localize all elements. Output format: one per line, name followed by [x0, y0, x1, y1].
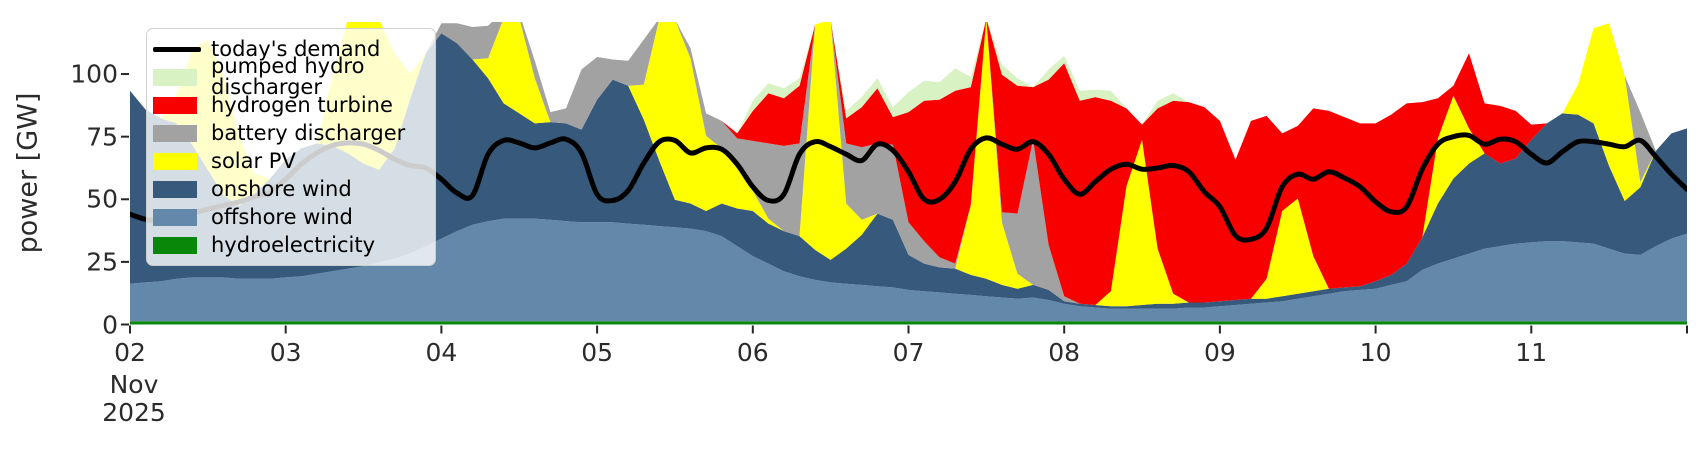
x-tick-label-06: 06 — [736, 338, 769, 367]
legend-swatch — [153, 68, 197, 86]
legend-item-today-s-demand: today's demand — [153, 35, 435, 63]
x-tick-label-05: 05 — [581, 338, 613, 367]
area-onshore-wind — [130, 33, 1687, 309]
x-tick-label-08: 08 — [1048, 338, 1081, 367]
x-tick-label-04: 04 — [425, 338, 458, 367]
legend-label: solar PV — [211, 148, 296, 173]
x-tick-label-09: 09 — [1203, 338, 1236, 367]
legend-label: offshore wind — [211, 204, 353, 229]
area-offshore-wind — [130, 218, 1687, 322]
legend: today's demand pumped hydro discharger hyd… — [146, 28, 436, 266]
area-pumped-hydro-discharger — [130, 22, 1687, 179]
legend-item-battery-discharger: battery discharger — [153, 119, 435, 147]
legend-swatch — [153, 236, 197, 254]
legend-label: hydroelectricity — [211, 232, 376, 257]
x-axis-year-label: 2025 — [102, 398, 166, 427]
legend-swatch — [153, 46, 201, 52]
legend-label: onshore wind — [211, 176, 352, 201]
y-tick-label-0: 0 — [102, 310, 118, 339]
legend-swatch — [153, 208, 197, 226]
legend-swatch — [153, 152, 197, 170]
legend-item-pumped-hydro-discharger: pumped hydro discharger — [153, 56, 435, 98]
legend-item-solar-pv: solar PV — [153, 147, 435, 175]
x-tick-label-03: 03 — [269, 338, 302, 367]
y-tick-label-50: 50 — [86, 184, 118, 214]
legend-swatch — [153, 96, 197, 114]
legend-item-offshore-wind: offshore wind — [153, 203, 435, 231]
legend-label: today's demand — [211, 36, 381, 61]
x-axis-month-label: Nov — [109, 370, 159, 399]
area-solar-pv — [130, 22, 1687, 307]
x-tick-label-10: 10 — [1359, 338, 1392, 367]
area-battery-discharger — [130, 22, 1687, 305]
legend-swatch — [153, 124, 197, 142]
legend-label: battery discharger — [211, 120, 406, 145]
y-tick-label-25: 25 — [86, 247, 118, 277]
x-tick-label-07: 07 — [892, 338, 925, 367]
legend-item-hydrogen-turbine: hydrogen turbine — [153, 91, 435, 119]
axis-ticks — [121, 73, 1688, 334]
legend-label: pumped hydro discharger — [211, 54, 365, 99]
legend-item-onshore-wind: onshore wind — [153, 175, 435, 203]
y-tick-label-100: 100 — [70, 59, 118, 89]
y-axis-label: power [GW] — [12, 92, 44, 254]
area-hydroelectricity — [130, 321, 1687, 325]
x-tick-label-11: 11 — [1515, 338, 1548, 367]
legend-swatch — [153, 180, 197, 198]
legend-item-hydroelectricity: hydroelectricity — [153, 231, 435, 259]
y-tick-label-75: 75 — [86, 122, 118, 152]
area-hydrogen-turbine — [130, 22, 1687, 305]
legend-label: hydrogen turbine — [211, 92, 393, 117]
x-tick-label-02: 02 — [114, 338, 146, 367]
